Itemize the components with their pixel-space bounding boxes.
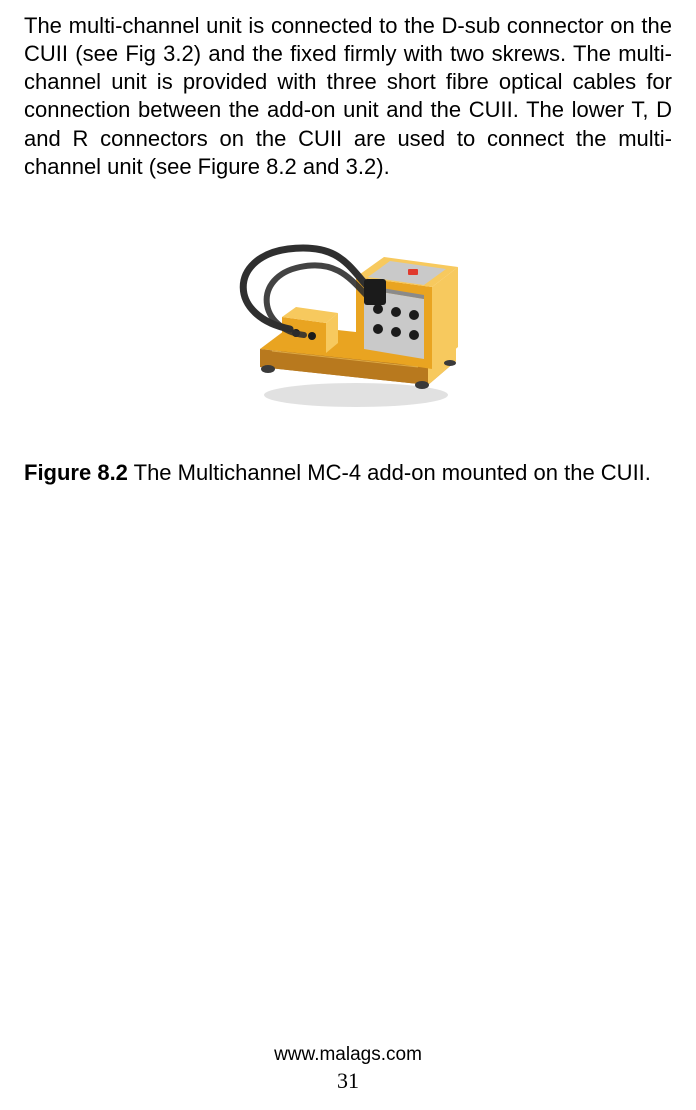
document-page: The multi-channel unit is connected to t… [0,0,696,1110]
footer-url: www.malags.com [0,1043,696,1068]
page-footer: www.malags.com 31 [0,1043,696,1096]
footer-page-number: 31 [0,1067,696,1096]
body-paragraph: The multi-channel unit is connected to t… [24,12,672,181]
figure-label: Figure 8.2 [24,460,128,485]
figure-block [24,217,672,413]
device-illustration [218,217,478,413]
figure-caption-text: The Multichannel MC-4 add-on mounted on … [128,460,651,485]
figure-caption: Figure 8.2 The Multichannel MC-4 add-on … [24,459,672,487]
